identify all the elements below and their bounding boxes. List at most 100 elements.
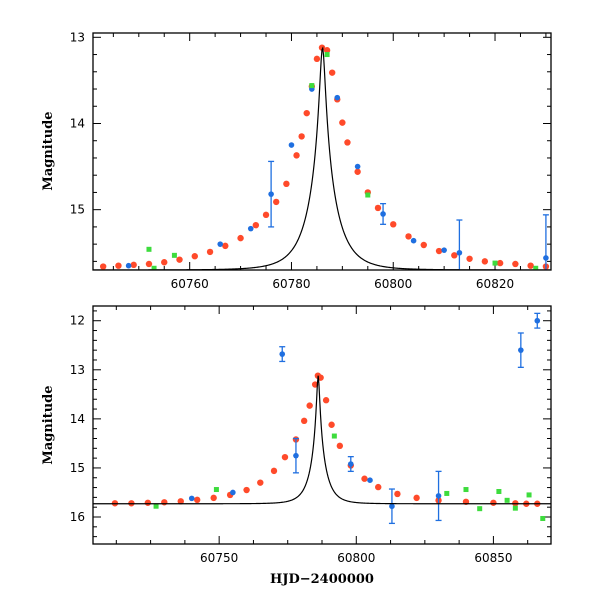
y-tick-label: 15 [70,203,85,217]
x-tick-label: 60800 [374,277,412,291]
data-point [300,417,308,425]
bottom-model-curve [93,375,551,505]
data-point [328,69,336,76]
data-point [533,265,539,270]
data-point [176,256,183,263]
data-point [217,241,224,247]
data-point [298,133,305,140]
data-point [191,253,198,260]
data-point [512,505,518,511]
data-point [463,487,469,493]
data-point [194,496,201,504]
data-point [222,242,229,250]
data-point [496,488,502,494]
data-point [374,204,382,212]
data-point [213,487,219,493]
data-point [441,247,447,253]
y-tick-label: 15 [70,461,85,475]
data-point [318,44,326,51]
data-point [365,192,371,198]
data-point [504,497,510,503]
data-point [161,259,168,266]
data-point [177,498,184,505]
data-point [496,259,504,267]
data-point [322,397,330,404]
data-point [323,47,331,54]
data-point [375,483,382,491]
y-tick-label: 16 [70,510,85,524]
model-curve-line [93,46,551,270]
data-point [492,260,498,266]
data-point [130,261,137,269]
y-tick-label: 13 [70,363,85,377]
data-point [283,180,290,188]
data-point [361,475,368,482]
data-point [410,237,417,244]
bottom-data-points [111,312,546,525]
data-point [526,492,532,498]
data-point [273,198,280,206]
data-point [512,260,519,268]
data-point [230,489,236,496]
top-model-curve [93,46,551,270]
data-point [262,211,270,219]
data-point [481,258,489,265]
data-point [380,211,386,217]
data-point [237,234,244,242]
data-point [334,94,341,101]
data-point [328,421,335,428]
data-point [540,515,546,521]
data-point [477,506,483,512]
y-tick-label: 12 [70,314,85,328]
data-point [206,248,214,256]
data-point [115,262,122,269]
data-point [210,494,217,502]
data-point [279,351,286,357]
data-point [306,402,313,409]
data-point [435,247,443,255]
top-axis-ticks: 60760 60780 60800 60820 13 14 15 [70,30,551,291]
data-point [354,168,361,175]
data-point [389,503,395,510]
data-point [543,255,549,261]
data-point [171,252,177,258]
x-tick-label: 60800 [337,551,375,565]
data-point [435,493,442,499]
bottom-plot-frame [92,305,552,545]
data-point [268,191,274,197]
data-point [344,139,351,146]
bottom-y-axis-label: Magnitude [41,385,56,464]
data-point [405,233,412,240]
data-point [145,260,153,268]
data-point [243,486,250,494]
top-plot-frame [92,32,552,271]
data-point [466,255,473,262]
data-point [257,479,264,486]
data-point [188,495,195,502]
data-point [451,252,458,259]
data-point [99,263,107,270]
bottom-panel: Magnitude HJD−2400000 60750 60800 60850 12 1… [41,305,552,587]
top-data-points [99,44,550,270]
data-point [144,499,152,506]
data-point [390,221,397,228]
data-point [518,347,524,353]
data-point [293,152,300,159]
x-tick-label: 60750 [200,551,238,565]
data-point [331,433,337,439]
model-curve-line [93,375,551,505]
data-point [293,452,299,459]
x-tick-label: 60780 [272,277,310,291]
data-point [347,461,354,467]
data-point [288,142,295,148]
data-point [247,225,254,232]
y-tick-label: 13 [70,30,85,44]
data-point [490,499,497,506]
data-point [456,249,463,256]
data-point [367,477,373,484]
data-point [324,52,330,58]
data-point [303,109,310,117]
top-panel: Magnitude 60760 60780 60800 60820 13 14 15 [41,30,552,291]
data-point [313,55,321,63]
